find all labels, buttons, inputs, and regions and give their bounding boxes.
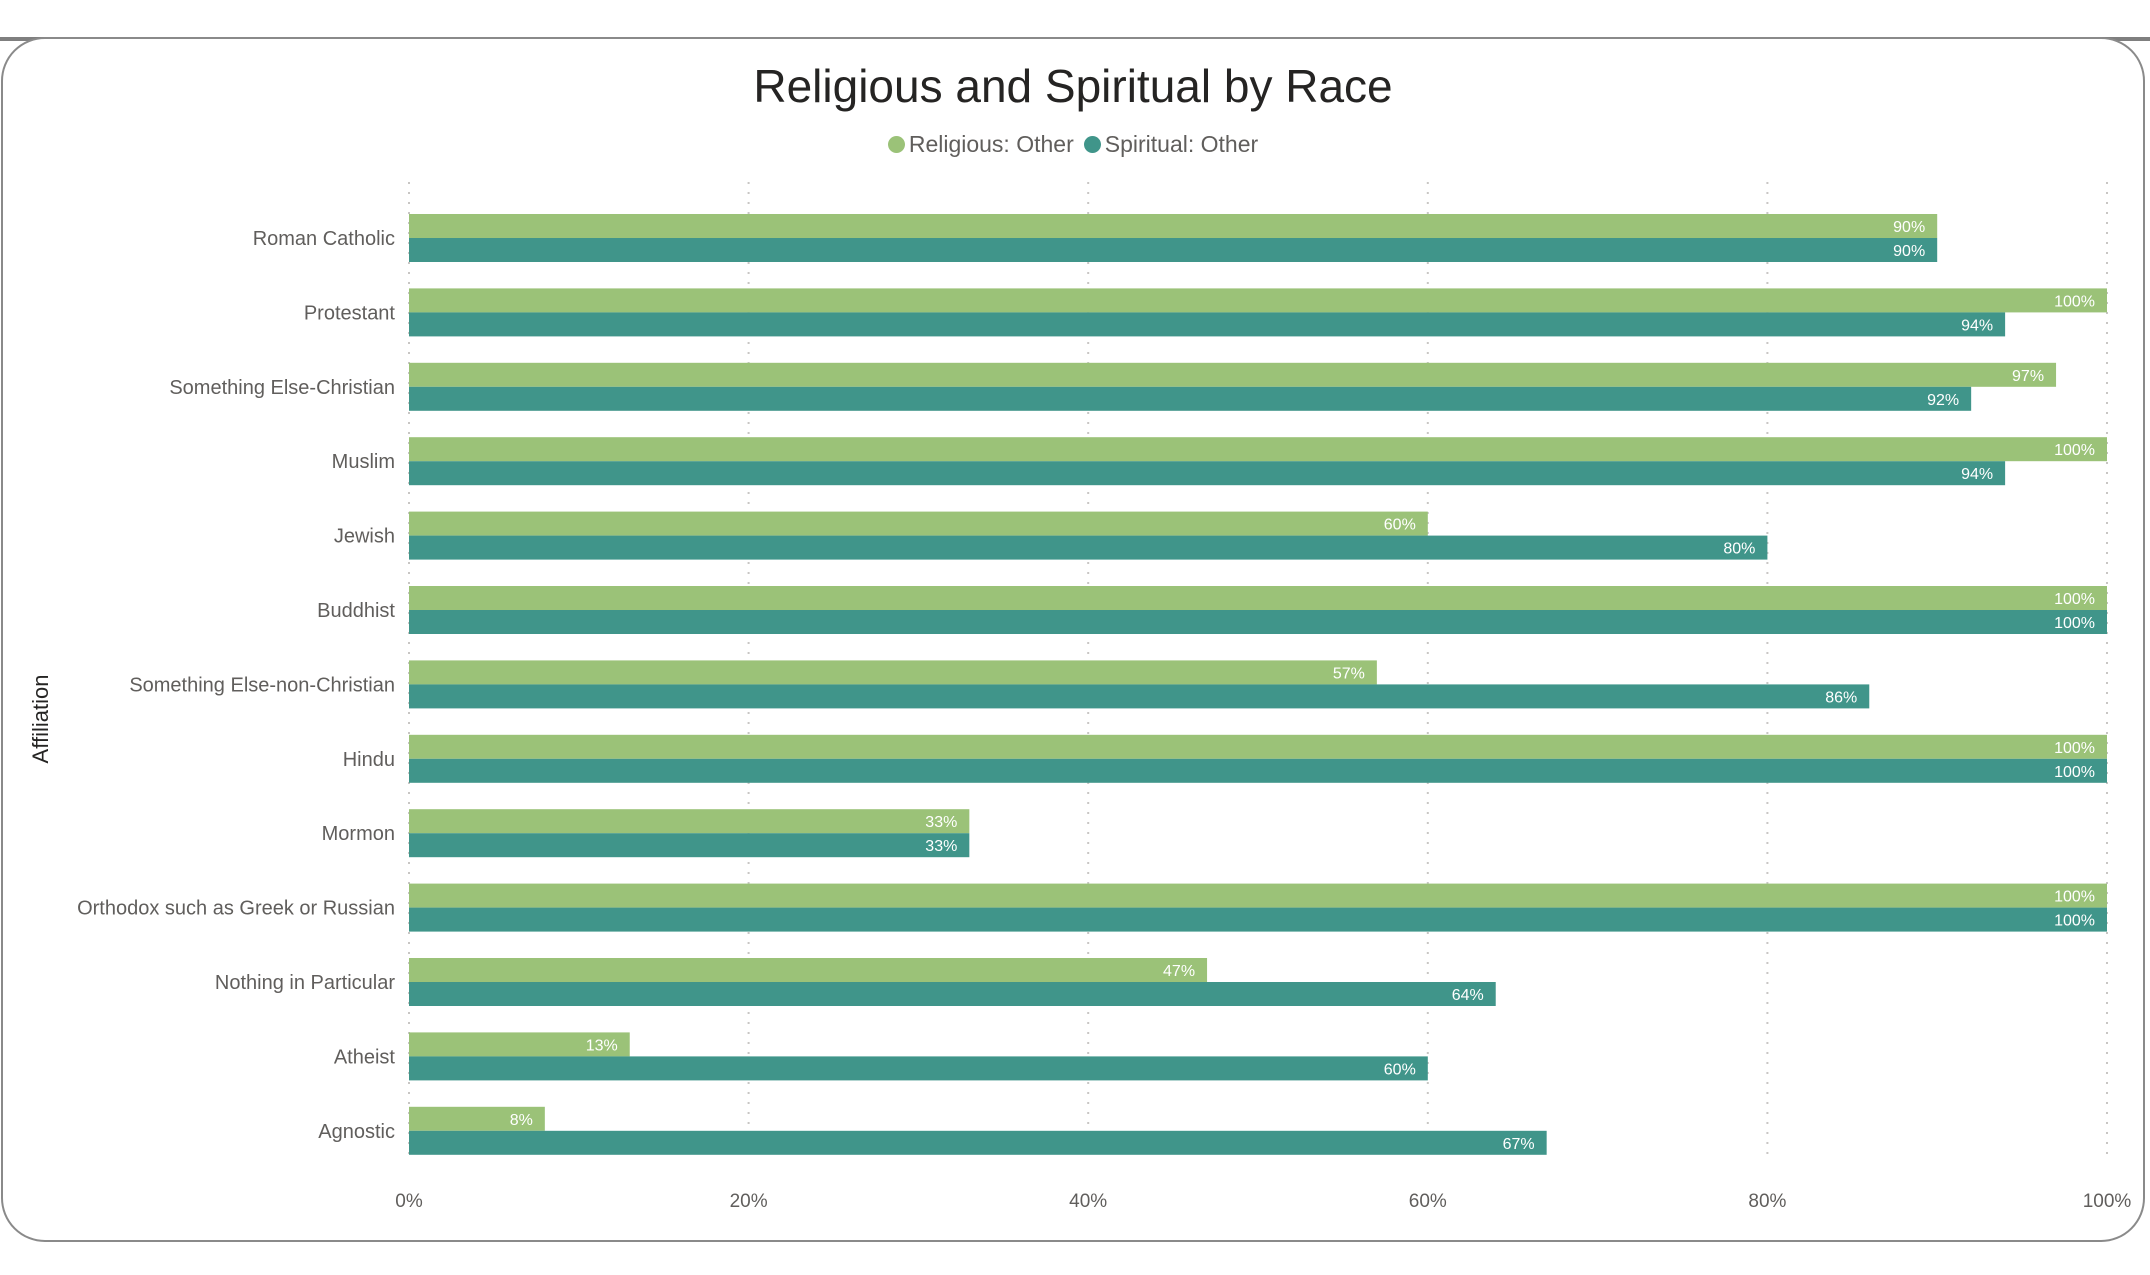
legend: Religious: Other Spiritual: Other [3, 131, 2143, 158]
bar-spiritual[interactable] [409, 1056, 1428, 1081]
data-label: 100% [2054, 913, 2095, 930]
legend-label-religious: Religious: Other [908, 131, 1074, 157]
chart-title: Religious and Spiritual by Race [753, 60, 1393, 112]
bar-spiritual[interactable] [409, 907, 2107, 932]
legend-item-religious[interactable]: Religious: Other [887, 131, 1074, 158]
bar-religious[interactable] [409, 511, 1428, 536]
data-label: 57% [1333, 665, 1365, 682]
bar-religious[interactable] [409, 214, 1938, 238]
bar-religious[interactable] [409, 734, 2107, 759]
x-tick-label: 40% [1069, 1191, 1107, 1212]
data-label: 47% [1163, 963, 1195, 980]
x-tick-label: 0% [395, 1191, 423, 1212]
data-label: 100% [2054, 442, 2095, 459]
data-label: 94% [1961, 466, 1993, 483]
data-label: 92% [1927, 392, 1959, 409]
bar-spiritual[interactable] [409, 758, 2107, 783]
data-label: 33% [925, 814, 957, 831]
category-label: Atheist [334, 1046, 396, 1068]
category-label: Muslim [332, 451, 395, 473]
bar-religious[interactable] [409, 883, 2107, 908]
data-label: 100% [2054, 591, 2095, 608]
category-label: Something Else-non-Christian [129, 674, 395, 696]
category-label: Buddhist [317, 600, 395, 622]
data-label: 13% [586, 1037, 618, 1054]
data-label: 86% [1825, 689, 1857, 706]
x-tick-label: 60% [1409, 1191, 1447, 1212]
bar-spiritual[interactable] [409, 238, 1938, 262]
legend-item-spiritual[interactable]: Spiritual: Other [1083, 131, 1259, 158]
bar-religious[interactable] [409, 362, 2057, 387]
bar-religious[interactable] [409, 437, 2107, 462]
bar-chart: 0% 20% 40% 60% 80% 100% Roman Catholic 90% 90% Pr… [77, 182, 2132, 1212]
x-tick-label: 80% [1748, 1191, 1786, 1212]
data-label: 8% [510, 1112, 533, 1129]
bar-religious[interactable] [409, 586, 2107, 610]
data-label: 64% [1452, 987, 1484, 1004]
category-label: Orthodox such as Greek or Russian [77, 898, 395, 920]
bar-religious[interactable] [409, 958, 1208, 982]
bar-spiritual[interactable] [409, 982, 1496, 1006]
category-label: Something Else-Christian [169, 377, 395, 399]
data-label: 100% [2054, 764, 2095, 781]
bar-spiritual[interactable] [409, 386, 1972, 411]
category-label: Nothing in Particular [215, 972, 395, 994]
category-label: Jewish [334, 526, 395, 548]
category-label: Agnostic [318, 1121, 395, 1143]
data-label: 94% [1961, 317, 1993, 334]
x-tick-label: 100% [2083, 1191, 2132, 1212]
data-label: 90% [1893, 243, 1925, 260]
top-band [0, 0, 2150, 41]
bar-religious[interactable] [409, 288, 2107, 313]
data-label: 67% [1503, 1136, 1535, 1153]
category-label: Mormon [322, 823, 395, 845]
bar-spiritual[interactable] [409, 684, 1870, 709]
category-label: Protestant [304, 302, 396, 324]
data-label: 80% [1723, 541, 1755, 558]
bar-spiritual[interactable] [409, 461, 2006, 486]
category-label: Hindu [343, 749, 395, 771]
data-label: 33% [925, 838, 957, 855]
bar-spiritual[interactable] [409, 1130, 1547, 1155]
data-label: 97% [2012, 368, 2044, 385]
data-label: 90% [1893, 219, 1925, 236]
bar-religious[interactable] [409, 809, 970, 834]
bar-spiritual[interactable] [409, 833, 970, 858]
data-label: 100% [2054, 615, 2095, 632]
bar-spiritual[interactable] [409, 610, 2107, 634]
bar-spiritual[interactable] [409, 312, 2006, 337]
bar-spiritual[interactable] [409, 535, 1768, 560]
legend-dot-icon [887, 136, 905, 153]
bar-religious[interactable] [409, 1106, 545, 1131]
legend-dot-icon [1083, 136, 1101, 153]
data-label: 100% [2054, 740, 2095, 757]
x-tick-label: 20% [730, 1191, 768, 1212]
legend-label-spiritual: Spiritual: Other [1104, 131, 1259, 157]
data-label: 100% [2054, 293, 2095, 310]
data-label: 100% [2054, 889, 2095, 906]
bar-religious[interactable] [409, 1032, 630, 1057]
data-label: 60% [1384, 517, 1416, 534]
category-label: Roman Catholic [253, 228, 395, 250]
chart-card: Religious and Spiritual by Race Religiou… [1, 37, 2145, 1242]
bar-religious[interactable] [409, 660, 1377, 685]
data-label: 60% [1384, 1061, 1416, 1078]
